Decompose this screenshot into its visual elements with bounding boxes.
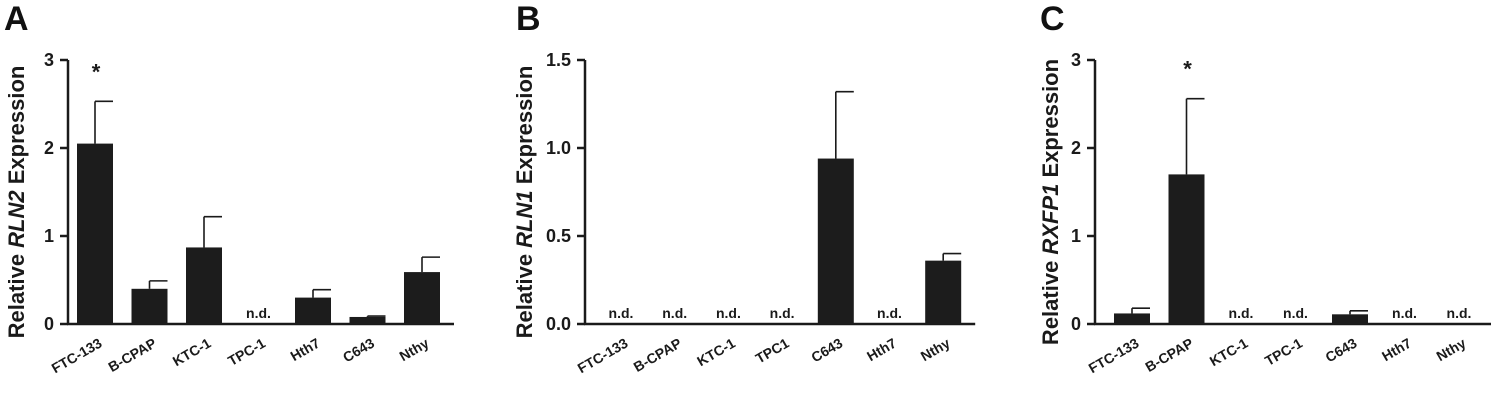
x-tick-label: KTC-1: [694, 335, 738, 370]
y-axis-label-suffix: Expression: [512, 66, 537, 191]
y-tick-label: 0.0: [546, 314, 571, 334]
y-tick-label: 3: [1071, 50, 1081, 70]
y-tick-label: 2: [44, 138, 54, 158]
nd-label: n.d.: [1283, 305, 1308, 321]
y-tick-label: 1: [1071, 226, 1081, 246]
bar-b-cpap: [131, 288, 168, 324]
bar-nthy: [925, 260, 962, 324]
bar-c643: [349, 316, 386, 324]
nd-label: n.d.: [662, 305, 687, 321]
x-tick-label: FTC-133: [1086, 335, 1142, 377]
x-tick-label: Nthy: [397, 335, 432, 365]
y-tick-label: 1.5: [546, 50, 571, 70]
y-tick-label: 2: [1071, 138, 1081, 158]
x-tick-label: TPC-1: [225, 335, 268, 369]
nd-label: n.d.: [246, 305, 271, 321]
bar-nthy: [404, 272, 440, 324]
y-tick-label: 0.5: [546, 226, 571, 246]
x-tick-label: FTC-133: [49, 335, 105, 377]
x-tick-label: B-CPAP: [1142, 335, 1196, 375]
nd-label: n.d.: [1229, 305, 1254, 321]
y-axis-label: Relative RLN2 Expression: [4, 66, 29, 339]
y-axis-label-suffix: Expression: [1038, 59, 1063, 184]
nd-label: n.d.: [1447, 305, 1472, 321]
y-axis-label: Relative RXFP1 Expression: [1038, 59, 1063, 345]
significance-star: *: [1183, 57, 1192, 82]
y-tick-label: 0: [1071, 314, 1081, 334]
panel-letter-c: C: [1040, 0, 1065, 38]
x-tick-label: B-CPAP: [105, 335, 159, 375]
y-axis-label-prefix: Relative: [512, 248, 537, 339]
panel-letter-b: B: [516, 0, 541, 38]
y-axis-label-gene: RLN1: [512, 190, 537, 247]
nd-label: n.d.: [877, 305, 902, 321]
panel-letter-a: A: [4, 0, 29, 38]
bar-ftc-133: [1114, 313, 1150, 324]
x-tick-label: Nthy: [918, 335, 953, 365]
x-tick-label: Hth7: [288, 335, 323, 365]
bar-c643: [1332, 314, 1368, 324]
y-tick-label: 3: [44, 50, 54, 70]
y-axis-label-prefix: Relative: [4, 248, 29, 339]
bar-ftc-133: [77, 143, 113, 324]
y-axis-label-prefix: Relative: [1038, 255, 1063, 346]
y-axis-label-gene: RLN2: [4, 190, 29, 248]
x-tick-label: TPC-1: [1262, 335, 1305, 369]
nd-label: n.d.: [609, 305, 634, 321]
nd-label: n.d.: [1392, 305, 1417, 321]
x-tick-label: TPC1: [753, 335, 792, 367]
x-tick-label: B-CPAP: [631, 335, 685, 375]
significance-star: *: [92, 59, 101, 84]
y-tick-label: 0: [44, 314, 54, 334]
nd-label: n.d.: [716, 305, 741, 321]
y-axis-label: Relative RLN1 Expression: [512, 66, 537, 339]
bar-ktc-1: [186, 247, 222, 324]
y-axis-label-suffix: Expression: [4, 66, 29, 191]
nd-label: n.d.: [770, 305, 795, 321]
y-tick-label: 1: [44, 226, 54, 246]
x-tick-label: Hth7: [1379, 335, 1414, 365]
x-tick-label: KTC-1: [1207, 335, 1251, 370]
y-axis-label-gene: RXFP1: [1038, 184, 1063, 255]
x-tick-label: FTC-133: [575, 335, 631, 377]
bar-c643: [817, 158, 854, 324]
x-tick-label: KTC-1: [170, 335, 214, 370]
x-tick-label: C643: [808, 335, 845, 366]
y-tick-label: 1.0: [546, 138, 571, 158]
x-tick-label: Hth7: [864, 335, 899, 365]
x-tick-label: C643: [1323, 335, 1360, 366]
bar-hth7: [295, 297, 331, 324]
x-tick-label: Nthy: [1434, 335, 1469, 365]
bar-b-cpap: [1168, 174, 1205, 324]
x-tick-label: C643: [340, 335, 377, 366]
